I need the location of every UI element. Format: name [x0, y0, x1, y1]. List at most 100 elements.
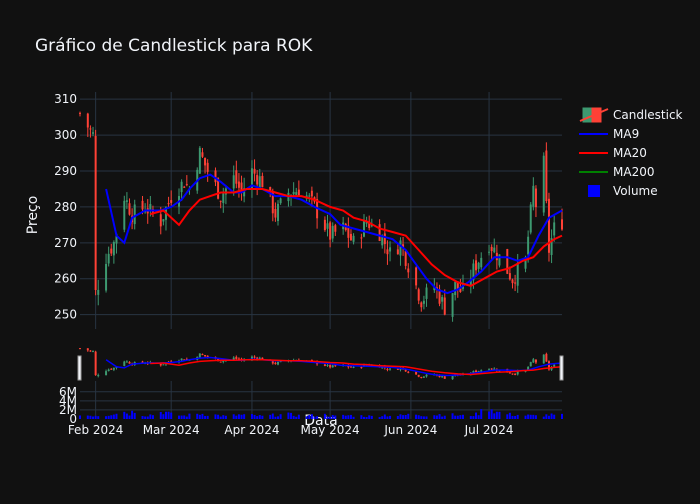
volume-bar: [141, 416, 144, 419]
candle-body: [331, 225, 334, 239]
legend-item-ma20[interactable]: MA20: [579, 146, 647, 160]
volume-bar: [79, 415, 81, 419]
volume-bar: [201, 413, 204, 419]
volume-bar: [164, 411, 167, 419]
legend[interactable]: Candlestick MA9 MA20 MA200 Volume: [579, 107, 683, 198]
candle: [490, 244, 493, 259]
mini-candle-body: [389, 368, 392, 370]
mini-candle-body: [415, 371, 418, 375]
volume-bar: [235, 415, 238, 419]
range-slider-preview[interactable]: [77, 347, 564, 381]
volume-bar: [389, 415, 392, 419]
candle: [441, 294, 444, 310]
mini-candle-body: [334, 365, 337, 367]
candle: [399, 237, 402, 266]
candle-body: [170, 200, 173, 203]
date-tick-label: Mar 2024: [143, 423, 200, 437]
candle: [279, 197, 282, 205]
candle-body: [297, 189, 300, 197]
mini-candle-body: [125, 361, 128, 363]
candle-body: [425, 287, 428, 299]
candle-body: [529, 204, 532, 233]
volume-bar: [433, 415, 436, 419]
candle: [92, 126, 95, 137]
candle-body: [438, 289, 441, 304]
volume-bar: [404, 414, 407, 419]
volume-bar: [131, 410, 134, 419]
volume-bar: [151, 415, 154, 419]
candle-body: [378, 224, 381, 242]
candle-body: [443, 297, 446, 315]
volume-bar: [144, 416, 147, 419]
candle: [240, 175, 243, 201]
candle: [162, 219, 165, 226]
volume-bar: [493, 413, 496, 419]
mini-candle-body: [92, 351, 95, 353]
volume-bar: [258, 415, 261, 419]
mini-candle: [79, 347, 81, 350]
legend-item-ma9[interactable]: MA9: [579, 127, 639, 141]
mini-candle-body: [110, 368, 113, 370]
candle-body: [274, 208, 277, 218]
mini-candle: [493, 367, 496, 370]
volume-bar: [415, 414, 418, 419]
volume-bar: [219, 416, 222, 419]
volume-bar: [469, 416, 472, 419]
legend-item-ma200[interactable]: MA200: [579, 165, 654, 179]
date-tick-label: Feb 2024: [68, 423, 124, 437]
candle-body: [206, 162, 209, 172]
candle-body: [79, 112, 81, 114]
volume-bar: [214, 414, 217, 419]
candle-body: [511, 279, 514, 284]
candle-body: [217, 178, 220, 199]
candle-body: [542, 155, 545, 213]
candle-body: [222, 193, 225, 204]
mini-candle-body: [352, 366, 355, 368]
candle: [237, 173, 240, 198]
candle: [422, 295, 425, 310]
candle: [534, 185, 537, 218]
price-tick-label: 290: [54, 164, 77, 178]
volume-bar: [417, 415, 420, 419]
volume-bar: [456, 415, 459, 419]
volume-bar: [459, 415, 462, 419]
volume-bar: [527, 414, 530, 419]
date-tick-label: Jul 2024: [464, 423, 514, 437]
mini-candle-body: [86, 348, 89, 351]
volume-bar: [508, 412, 511, 419]
mini-candle: [204, 354, 207, 358]
candle-body: [86, 113, 89, 128]
legend-item-volume[interactable]: Volume: [588, 184, 658, 198]
volume-bar: [86, 415, 89, 419]
candle: [498, 254, 501, 268]
volume-bar: [128, 415, 131, 419]
candle-body: [459, 287, 462, 292]
candle-body: [347, 225, 350, 238]
legend-item-candlestick[interactable]: Candlestick: [579, 107, 683, 123]
y-axis-title: Preço: [25, 196, 41, 235]
candle-body: [235, 170, 238, 184]
candle-body: [368, 221, 371, 229]
volume-bar: [188, 413, 191, 419]
mini-candle-body: [198, 353, 201, 358]
candle: [258, 168, 261, 190]
candle-body: [454, 281, 457, 296]
mini-candle: [386, 367, 389, 372]
volume-bar: [472, 416, 475, 419]
candle-body: [115, 233, 118, 244]
mini-candle-body: [271, 360, 274, 364]
mini-candle: [441, 375, 444, 379]
volume-bar: [271, 413, 274, 419]
mini-candle-body: [438, 374, 441, 378]
mini-candle: [352, 366, 355, 369]
candle: [79, 111, 81, 117]
volume-bar: [511, 415, 514, 419]
mini-candle-body: [360, 367, 363, 369]
candle: [144, 203, 147, 214]
candle: [277, 200, 280, 226]
volume-bar: [224, 415, 227, 419]
candle-body: [389, 247, 392, 252]
volume-bar: [329, 416, 332, 419]
volume-bar: [198, 414, 201, 419]
